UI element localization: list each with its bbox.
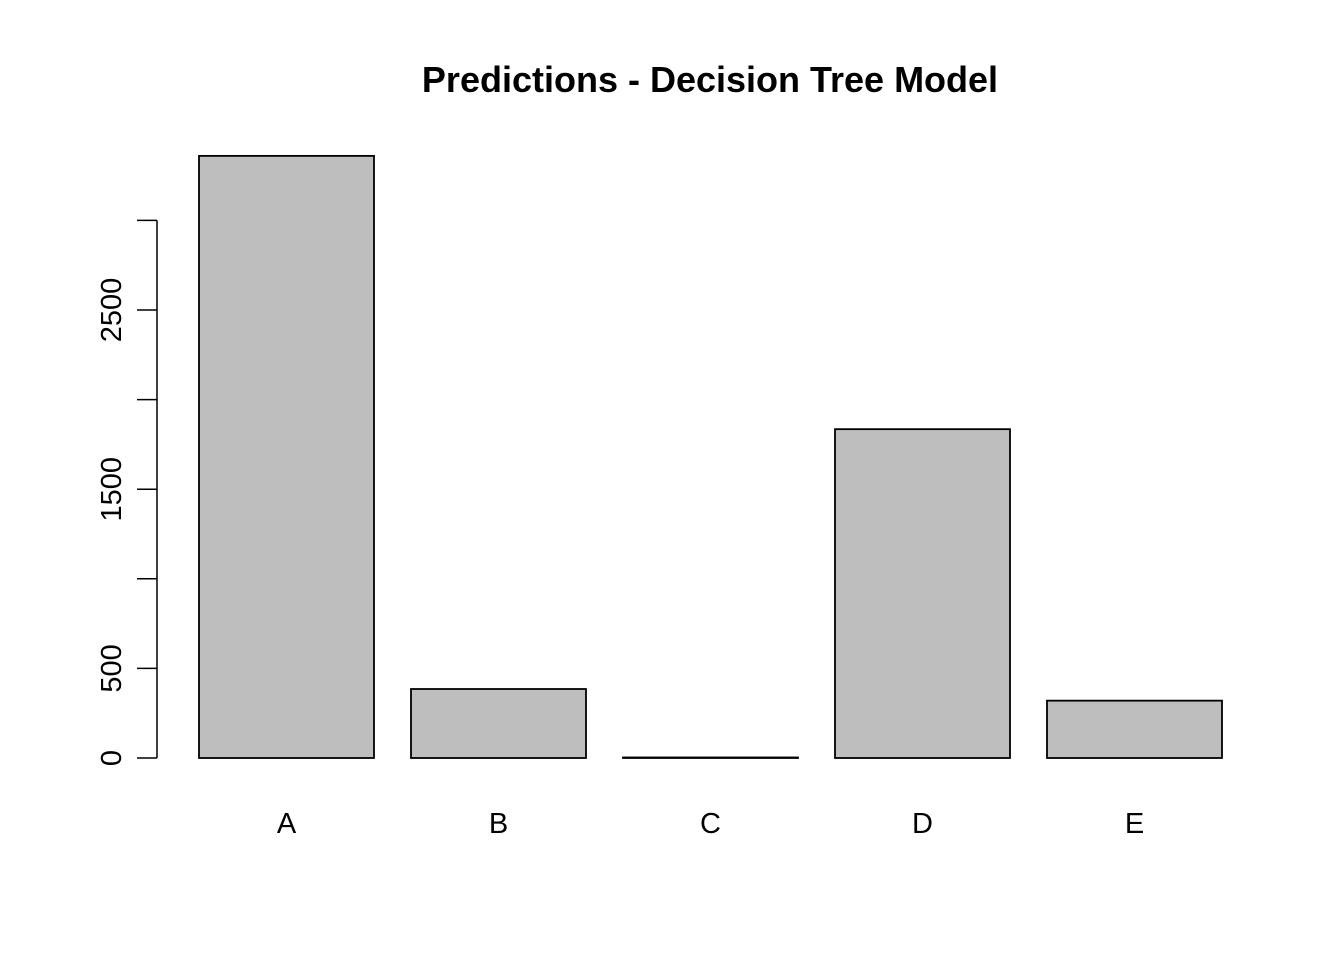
x-tick-label-c: C <box>700 808 721 840</box>
y-tick-label: 500 <box>96 644 128 692</box>
bar-a <box>198 154 375 759</box>
x-tick-label-e: E <box>1125 808 1144 840</box>
chart-title: Predictions - Decision Tree Model <box>422 59 998 100</box>
x-axis-labels: A B C D E <box>277 808 1144 840</box>
bar-e <box>1046 699 1223 759</box>
x-tick-label-d: D <box>912 808 933 840</box>
x-tick-label-b: B <box>489 808 508 840</box>
bar-b <box>410 688 587 759</box>
bars <box>198 154 1223 759</box>
y-tick-label: 1500 <box>96 457 128 522</box>
bar-c <box>622 756 799 759</box>
x-tick-label-a: A <box>277 808 297 840</box>
y-tick-label: 2500 <box>96 278 128 343</box>
y-tick-label: 0 <box>96 750 128 766</box>
bar-d <box>834 428 1011 759</box>
y-axis: 0 500 1500 2500 <box>96 219 158 766</box>
